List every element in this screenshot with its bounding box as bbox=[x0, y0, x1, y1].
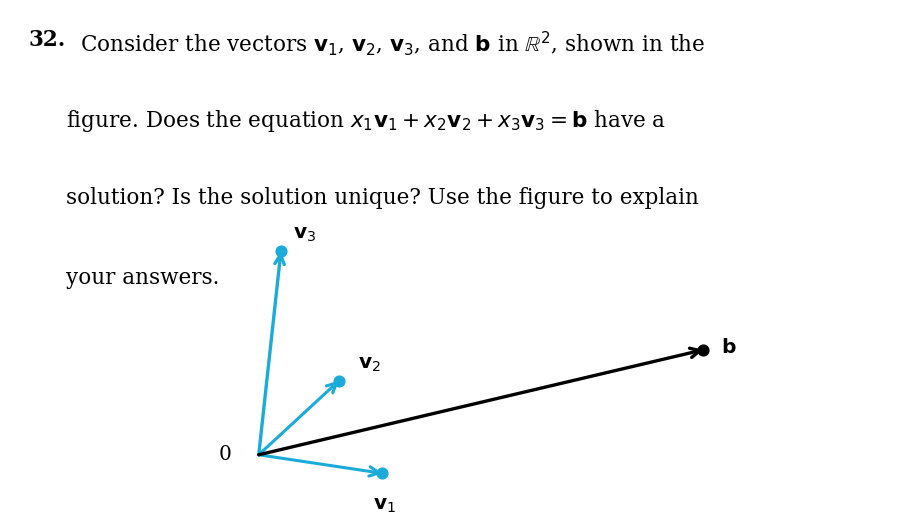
Text: solution? Is the solution unique? Use the figure to explain: solution? Is the solution unique? Use th… bbox=[66, 187, 698, 210]
FancyArrowPatch shape bbox=[258, 348, 699, 455]
Point bbox=[274, 247, 288, 255]
FancyArrowPatch shape bbox=[258, 455, 378, 476]
Text: 0: 0 bbox=[219, 445, 231, 464]
Text: 32.: 32. bbox=[29, 29, 66, 51]
Text: $\mathbf{b}$: $\mathbf{b}$ bbox=[720, 338, 735, 357]
Text: $\mathbf{v}_3$: $\mathbf{v}_3$ bbox=[293, 224, 316, 243]
Point bbox=[375, 469, 389, 477]
Text: your answers.: your answers. bbox=[66, 267, 219, 289]
Text: $\mathbf{v}_1$: $\mathbf{v}_1$ bbox=[373, 496, 396, 515]
FancyArrowPatch shape bbox=[258, 254, 284, 455]
Point bbox=[331, 376, 346, 385]
FancyArrowPatch shape bbox=[258, 383, 336, 455]
Text: figure. Does the equation $x_1\mathbf{v}_1 + x_2\mathbf{v}_2 + x_3\mathbf{v}_3 =: figure. Does the equation $x_1\mathbf{v}… bbox=[66, 108, 666, 134]
Point bbox=[695, 345, 710, 354]
Text: Consider the vectors $\mathbf{v}_1$, $\mathbf{v}_2$, $\mathbf{v}_3$, and $\mathb: Consider the vectors $\mathbf{v}_1$, $\m… bbox=[79, 29, 704, 58]
Text: $\mathbf{v}_2$: $\mathbf{v}_2$ bbox=[358, 355, 380, 374]
